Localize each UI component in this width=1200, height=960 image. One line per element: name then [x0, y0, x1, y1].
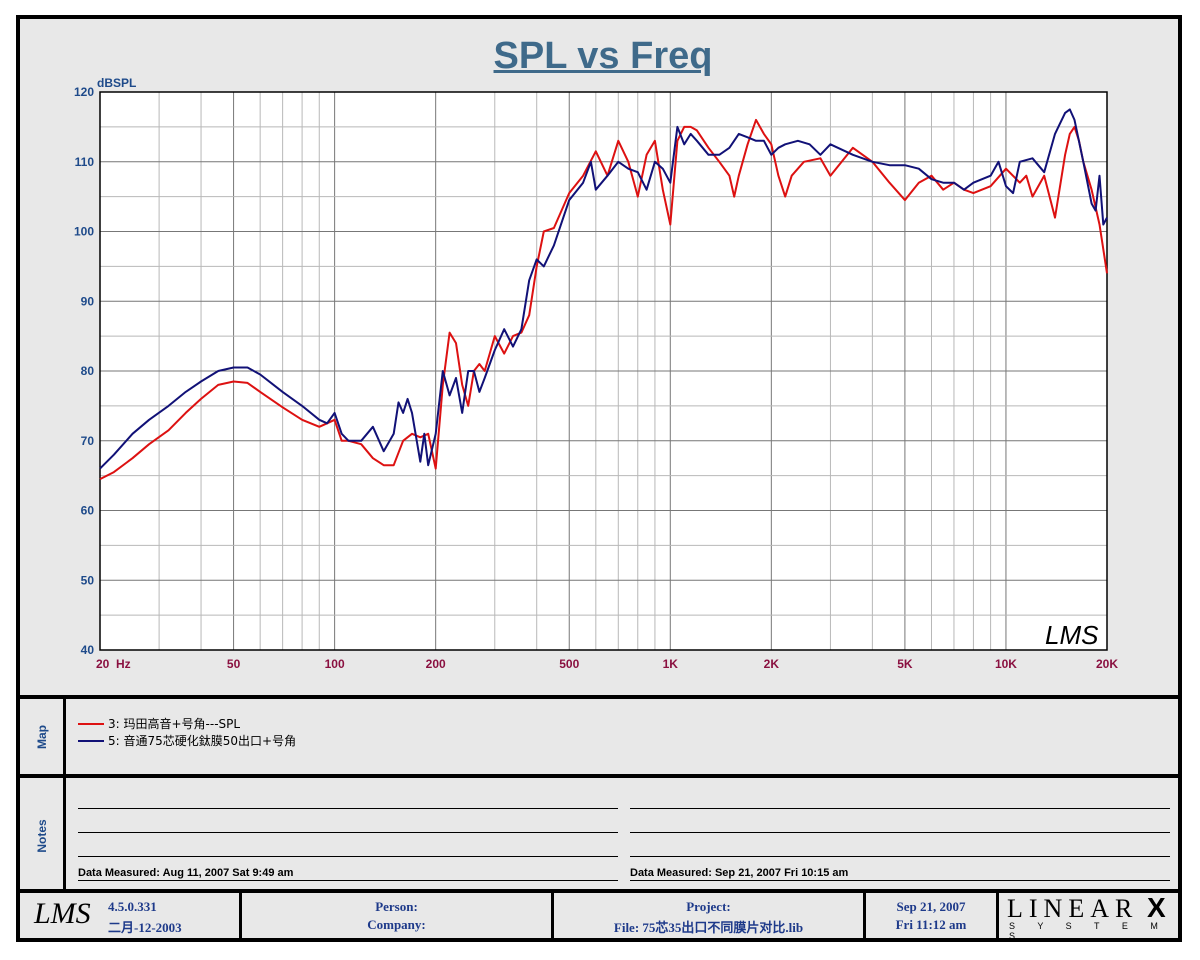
company-label: Company: [367, 917, 426, 932]
right-data-measured: Data Measured: Sep 21, 2007 Fri 10:15 am [630, 867, 849, 879]
legend-label-red: 3: 玛田高音+号角---SPL [108, 717, 241, 731]
legend-label-blue: 5: 音通75芯硬化鈦膜50出口+号角 [108, 734, 297, 748]
notes-panel-label: Notes [34, 818, 49, 853]
lms-watermark: LMS [1045, 620, 1099, 650]
x-tick-label: 20 [96, 657, 110, 671]
y-tick-label: 80 [81, 364, 95, 378]
brand-x-logo: X [1147, 892, 1166, 923]
chart-grid [99, 91, 1108, 651]
y-tick-label: 120 [74, 85, 94, 99]
x-tick-label: 10K [995, 657, 1017, 671]
plot-border [99, 91, 1108, 651]
brand-systems: S Y S T E M S [1009, 921, 1168, 941]
note-line [630, 880, 1170, 881]
note-line [78, 808, 618, 809]
footer-project-cell: Project: File: 75芯35出口不同膜片对比.lib [554, 893, 866, 938]
footer-person-cell: Person: Company: [242, 893, 554, 938]
x-tick-label: 50 [227, 657, 241, 671]
time-text: Fri 11:12 am [895, 917, 967, 932]
x-tick-label: 100 [325, 657, 345, 671]
footer-bar: LMS 4.5.0.331 二月-12-2003 Person: Company… [20, 889, 1178, 941]
notes-sidebar: Notes [20, 778, 66, 893]
legend-entry-blue: 5: 音通75芯硬化鈦膜50出口+号角 [78, 732, 296, 749]
legend-sidebar: Map [20, 699, 66, 774]
notes-panel: Notes Data Measured: Aug 11, 2007 Sat 9:… [20, 774, 1178, 893]
note-line [78, 832, 618, 833]
series-line-blue [99, 108, 1108, 470]
left-data-measured: Data Measured: Aug 11, 2007 Sat 9:49 am [78, 867, 294, 879]
brand-linear: LINEAR [1007, 894, 1139, 923]
y-tick-label: 110 [75, 155, 95, 169]
chart-series [99, 108, 1108, 480]
y-tick-label: 40 [81, 643, 95, 657]
project-label: Project: [686, 899, 731, 914]
legend-swatch-red [78, 722, 104, 725]
x-tick-label: 1K [663, 657, 679, 671]
y-tick-label: 100 [74, 225, 94, 239]
note-line [630, 832, 1170, 833]
legend-entry-red: 3: 玛田高音+号角---SPL [78, 715, 240, 732]
note-line [630, 856, 1170, 857]
person-label: Person: [375, 899, 418, 914]
chart-axes: 40 50 60 70 80 90 100 110 120 20 50 100 200 500 1K 2K 5K… [74, 85, 1118, 671]
note-line [630, 808, 1170, 809]
file-label: File: 75芯35出口不同膜片对比.lib [613, 920, 804, 935]
footer-brand-cell: LINEAR X S Y S T E M S [999, 892, 1178, 941]
y-axis-label: dBSPL [97, 76, 136, 90]
chart-title: SPL vs Freq [493, 35, 713, 77]
x-tick-label: 2K [764, 657, 780, 671]
footer-date-cell: Sep 21, 2007 Fri 11:12 am [866, 893, 999, 938]
x-tick-label: 20K [1096, 657, 1118, 671]
y-tick-label: 90 [81, 294, 95, 308]
x-tick-label: 5K [897, 657, 913, 671]
spl-chart: 40 50 60 70 80 90 100 110 120 20 50 100 200 500 1K 2K 5K… [74, 76, 1118, 671]
footer-version-cell: LMS 4.5.0.331 二月-12-2003 [20, 893, 242, 938]
x-tick-label: 500 [559, 657, 579, 671]
y-tick-label: 60 [81, 504, 95, 518]
y-tick-label: 70 [81, 434, 95, 448]
legend-panel-label: Map [34, 724, 49, 749]
y-tick-label: 50 [81, 573, 95, 587]
note-line [78, 856, 618, 857]
x-axis-unit-label: Hz [116, 657, 131, 671]
build-date-text: 二月-12-2003 [108, 920, 182, 935]
legend-swatch-blue [78, 739, 104, 742]
lms-logo: LMS [34, 897, 91, 930]
legend-panel: Map 3: 玛田高音+号角---SPL 5: 音通75芯硬化鈦膜50出口+号角 [20, 695, 1178, 774]
version-text: 4.5.0.331 [108, 899, 157, 914]
report-frame: SPL vs Freq 40 50 60 70 80 90 100 110 120 20 50 100… [16, 15, 1182, 942]
date-text: Sep 21, 2007 [896, 899, 966, 914]
x-tick-label: 200 [426, 657, 446, 671]
note-line [78, 880, 618, 881]
